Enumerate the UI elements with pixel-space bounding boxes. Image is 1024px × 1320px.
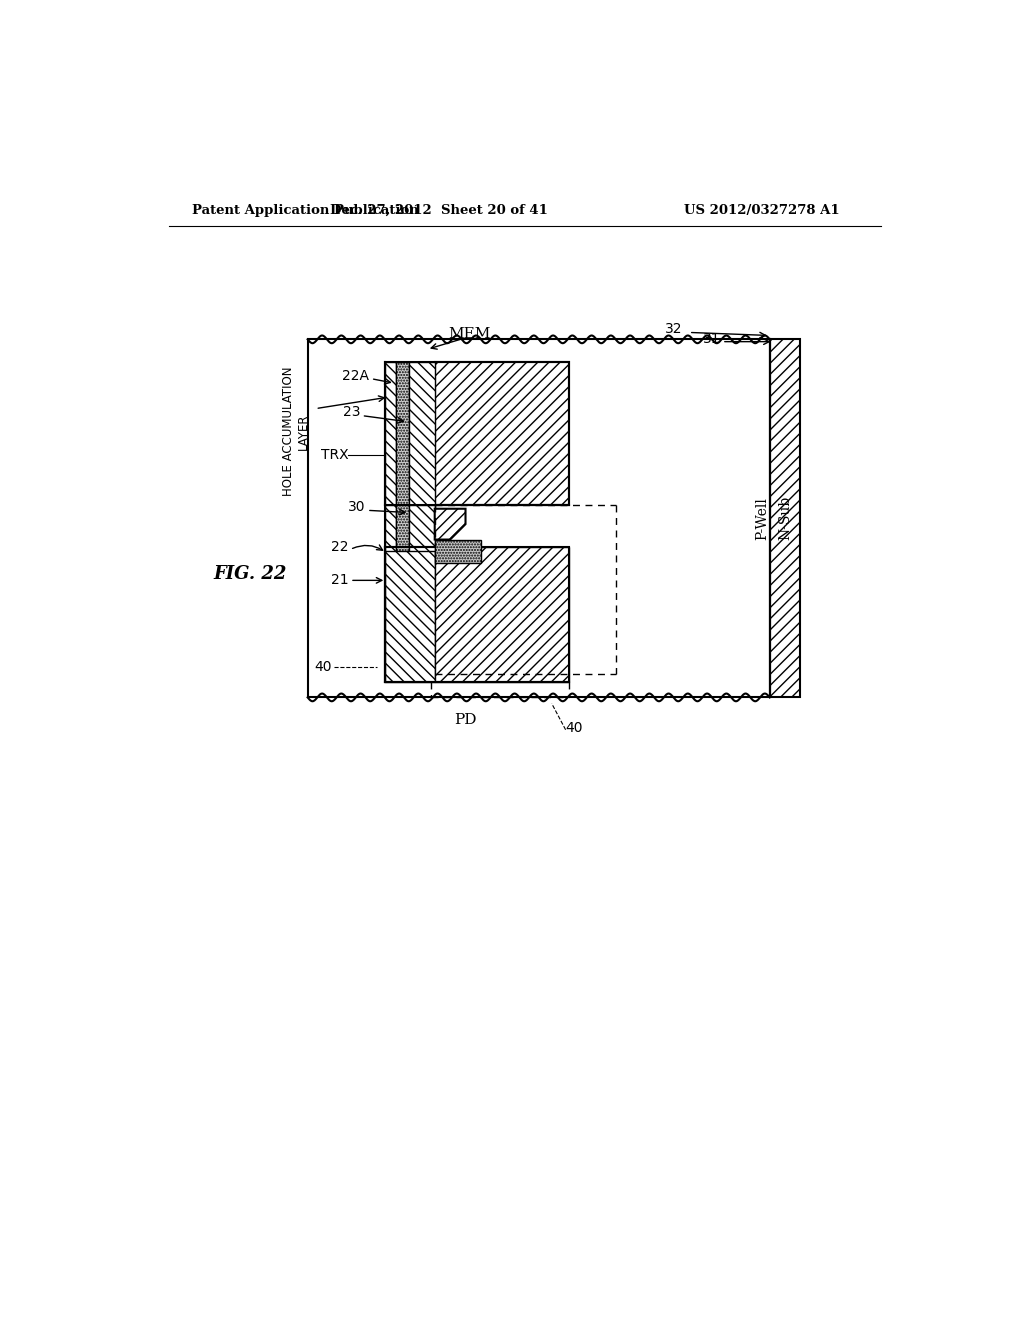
Polygon shape bbox=[435, 508, 466, 540]
Text: Dec. 27, 2012  Sheet 20 of 41: Dec. 27, 2012 Sheet 20 of 41 bbox=[330, 205, 548, 218]
Bar bbox=[385, 506, 569, 552]
Text: P-: P- bbox=[444, 545, 456, 557]
Bar bbox=[410, 363, 435, 506]
Bar bbox=[435, 363, 569, 506]
Bar bbox=[385, 548, 569, 682]
Text: 30: 30 bbox=[348, 500, 366, 515]
Text: 23: 23 bbox=[342, 405, 360, 420]
Text: 40: 40 bbox=[314, 660, 333, 673]
Text: 40: 40 bbox=[565, 721, 583, 735]
Text: HOLE ACCUMULATION
LAYER: HOLE ACCUMULATION LAYER bbox=[282, 367, 310, 496]
Text: TRX: TRX bbox=[321, 447, 348, 462]
Bar bbox=[435, 540, 481, 562]
Bar bbox=[396, 506, 410, 552]
Bar bbox=[385, 548, 435, 682]
Bar bbox=[770, 339, 801, 697]
Text: 22A: 22A bbox=[342, 368, 370, 383]
Bar bbox=[307, 339, 770, 697]
Bar bbox=[435, 548, 569, 682]
Text: 31: 31 bbox=[703, 333, 721, 346]
Text: N-: N- bbox=[497, 606, 519, 623]
Text: PD: PD bbox=[455, 714, 477, 727]
Bar bbox=[396, 363, 410, 506]
Text: N: N bbox=[500, 422, 516, 441]
Text: 21: 21 bbox=[331, 573, 348, 587]
Text: FIG. 22: FIG. 22 bbox=[213, 565, 287, 583]
Text: 32: 32 bbox=[665, 322, 682, 337]
Bar bbox=[385, 363, 569, 506]
Bar bbox=[385, 506, 396, 552]
Text: MEM: MEM bbox=[449, 327, 490, 341]
Text: US 2012/0327278 A1: US 2012/0327278 A1 bbox=[684, 205, 840, 218]
Text: 22: 22 bbox=[331, 540, 348, 554]
Bar bbox=[307, 339, 770, 697]
Bar bbox=[385, 363, 396, 506]
Text: Patent Application Publication: Patent Application Publication bbox=[193, 205, 419, 218]
Bar bbox=[410, 506, 435, 552]
Text: P+: P+ bbox=[388, 607, 409, 622]
Bar bbox=[385, 363, 569, 682]
Text: P-Well: P-Well bbox=[755, 496, 769, 540]
Text: N-Sub: N-Sub bbox=[778, 496, 792, 540]
